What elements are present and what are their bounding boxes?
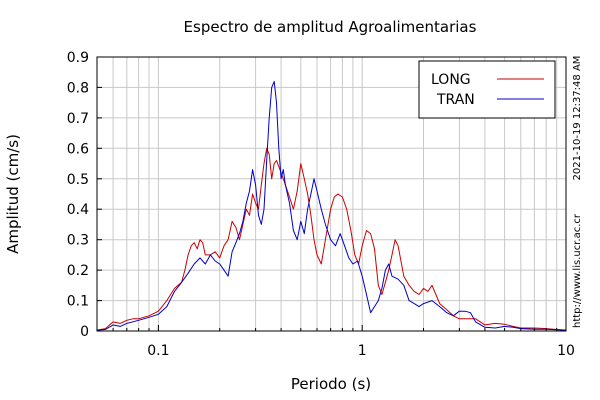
series-line-tran — [96, 80, 567, 331]
axis-ticks: 0 0.1 0.2 0.3 0.4 0.5 0.6 0.7 0.8 0.9 0.1 1 10 — [67, 50, 575, 359]
y-tick-label: 0.6 — [67, 141, 89, 157]
y-tick-label: 0.1 — [67, 294, 89, 310]
series-layer — [96, 80, 567, 331]
x-axis-label: Periodo (s) — [291, 375, 371, 393]
x-tick-label: 0.1 — [147, 343, 169, 359]
legend-box — [418, 60, 556, 119]
y-tick-label: 0.4 — [67, 202, 89, 218]
y-tick-label: 0.2 — [67, 263, 89, 279]
series-line-long — [96, 147, 567, 331]
legend-label-tran: TRAN — [436, 92, 475, 108]
legend: LONG TRAN — [418, 60, 556, 119]
y-tick-label: 0.5 — [67, 172, 89, 188]
source-url-label: http://www.lis.ucr.ac.cr — [572, 213, 583, 328]
plot-frame — [96, 56, 567, 332]
timestamp-label: 2021-10-19 12:37:48 AM — [572, 56, 583, 181]
x-tick-label: 10 — [557, 343, 575, 359]
y-axis-label: Amplitud (cm/s) — [4, 134, 22, 254]
legend-label-long: LONG — [431, 72, 471, 88]
y-tick-label: 0.9 — [67, 50, 89, 66]
y-tick-label: 0.3 — [67, 233, 89, 249]
y-tick-label: 0.8 — [67, 80, 89, 96]
y-tick-label: 0.7 — [67, 111, 89, 127]
x-tick-label: 1 — [358, 343, 367, 359]
chart-title: Espectro de amplitud Agroalimentarias — [184, 18, 477, 36]
y-tick-label: 0 — [80, 324, 89, 340]
